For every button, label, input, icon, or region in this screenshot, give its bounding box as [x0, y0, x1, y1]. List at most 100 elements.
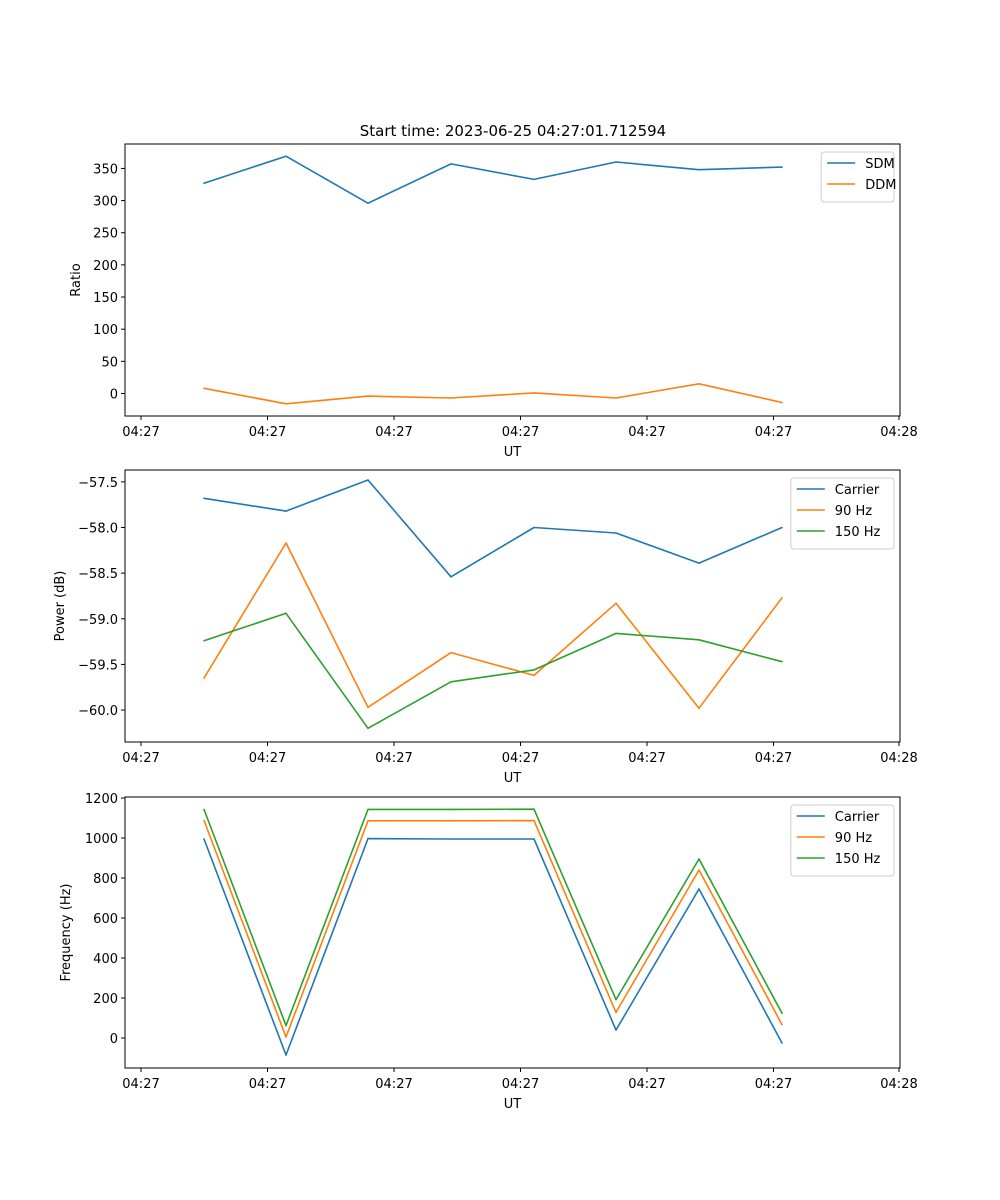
series-line-carrier — [203, 837, 783, 1056]
legend-label-carrier: Carrier — [835, 810, 880, 825]
data-point-sdm — [698, 168, 700, 171]
data-point-sdm — [615, 161, 617, 163]
data-point-150-hz — [450, 808, 452, 811]
x-tick-label: 04:27 — [249, 751, 286, 766]
figure-title: Start time: 2023-06-25 04:27:01.712594 — [360, 122, 666, 140]
data-point-carrier — [285, 510, 287, 512]
data-point-90-hz — [367, 820, 369, 822]
data-point-carrier — [285, 1054, 287, 1056]
data-point-150-hz — [533, 669, 535, 671]
data-point-90-hz — [450, 651, 452, 654]
x-tick-label: 04:28 — [880, 425, 917, 440]
legend: SDM DDM — [820, 151, 896, 203]
legend-label-150-hz: 150 Hz — [835, 852, 881, 867]
x-tick-label: 04:27 — [122, 425, 159, 440]
data-point-150-hz — [698, 639, 700, 641]
legend-label-150-hz: 150 Hz — [835, 525, 881, 540]
x-tick-label: 04:27 — [628, 751, 665, 766]
data-point-150-hz — [533, 808, 535, 810]
data-point-carrier — [367, 479, 369, 481]
legend-label-ddm: DDM — [865, 178, 896, 193]
data-point-150-hz — [203, 808, 205, 811]
data-point-carrier — [698, 888, 700, 890]
x-tick-label: 04:27 — [122, 1077, 159, 1092]
series-line-150-hz — [203, 808, 783, 1027]
y-tick-label: 400 — [93, 952, 118, 967]
data-point-carrier — [450, 838, 452, 840]
legend-label-90-hz: 90 Hz — [835, 504, 872, 519]
data-point-ddm — [615, 397, 617, 399]
data-point-90-hz — [698, 869, 700, 871]
x-tick-label: 04:28 — [880, 751, 917, 766]
x-tick-label: 04:27 — [502, 425, 539, 440]
x-tick-label: 04:27 — [375, 1077, 412, 1092]
data-point-sdm — [781, 166, 783, 168]
data-point-150-hz — [203, 639, 205, 642]
data-point-sdm — [450, 163, 452, 165]
subplot-ratio: 04:27 04:27 04:27 04:27 04:27 04:27 04:28 UT 0 50… — [69, 143, 918, 460]
x-axis-label: UT — [504, 771, 522, 786]
subplot-power: 04:27 04:27 04:27 04:27 04:27 04:27 04:28 UT −60… — [53, 469, 918, 786]
y-tick-label: 800 — [93, 872, 118, 887]
data-point-carrier — [533, 526, 535, 529]
data-point-carrier — [781, 526, 783, 529]
data-point-carrier — [533, 838, 535, 840]
data-point-ddm — [781, 401, 783, 404]
data-point-150-hz — [450, 681, 452, 683]
x-tick-label: 04:27 — [502, 1077, 539, 1092]
legend-label-carrier: Carrier — [835, 483, 880, 498]
legend: Carrier 90 Hz 150 Hz — [790, 477, 895, 550]
x-tick-label: 04:27 — [122, 751, 159, 766]
data-point-90-hz — [781, 597, 783, 599]
data-point-ddm — [367, 395, 369, 397]
data-point-sdm — [203, 182, 205, 184]
data-point-ddm — [698, 383, 700, 385]
x-tick-label: 04:27 — [249, 425, 286, 440]
data-point-carrier — [367, 837, 369, 840]
y-tick-label: −58.5 — [78, 567, 118, 582]
series-line-ddm — [203, 382, 783, 405]
data-point-90-hz — [450, 820, 452, 822]
data-point-sdm — [285, 155, 287, 157]
legend-frame — [820, 151, 895, 203]
legend-label-sdm: SDM — [865, 157, 894, 172]
legend: Carrier 90 Hz 150 Hz — [790, 804, 895, 877]
data-point-90-hz — [285, 1036, 287, 1038]
x-tick-label: 04:27 — [628, 425, 665, 440]
data-point-ddm — [533, 392, 535, 394]
y-tick-label: −58.0 — [78, 522, 118, 537]
data-point-90-hz — [698, 707, 700, 709]
data-point-90-hz — [615, 1011, 617, 1014]
y-tick-label: 300 — [93, 195, 118, 210]
x-tick-label: 04:27 — [375, 425, 412, 440]
data-point-ddm — [203, 387, 205, 390]
legend-label-90-hz: 90 Hz — [835, 831, 872, 846]
plot-frame — [124, 143, 901, 417]
data-point-90-hz — [615, 602, 617, 605]
x-tick-label: 04:27 — [755, 751, 792, 766]
y-tick-label: 350 — [93, 162, 118, 177]
series-line-150-hz — [203, 612, 783, 730]
y-tick-label: −59.5 — [78, 658, 118, 673]
data-point-90-hz — [533, 819, 535, 822]
data-point-carrier — [203, 497, 205, 500]
y-tick-label: 600 — [93, 912, 118, 927]
x-tick-label: 04:27 — [249, 1077, 286, 1092]
x-tick-label: 04:27 — [502, 751, 539, 766]
x-tick-label: 04:27 — [628, 1077, 665, 1092]
y-axis-label: Ratio — [69, 263, 84, 296]
y-tick-label: 200 — [93, 259, 118, 274]
x-tick-label: 04:27 — [755, 425, 792, 440]
y-tick-label: 1200 — [85, 792, 118, 807]
data-point-150-hz — [781, 1012, 783, 1014]
x-axis-label: UT — [504, 1097, 522, 1112]
data-point-90-hz — [781, 1023, 783, 1026]
x-axis-label: UT — [504, 445, 522, 460]
data-point-carrier — [615, 1029, 617, 1031]
x-tick-label: 04:27 — [375, 751, 412, 766]
subplot-frequency: 04:27 04:27 04:27 04:27 04:27 04:27 04:28 UT 0 20… — [59, 792, 918, 1112]
x-tick-label: 04:27 — [755, 1077, 792, 1092]
plot-frame — [124, 796, 901, 1069]
y-tick-label: 0 — [110, 387, 118, 402]
series-line-90-hz — [203, 819, 783, 1038]
